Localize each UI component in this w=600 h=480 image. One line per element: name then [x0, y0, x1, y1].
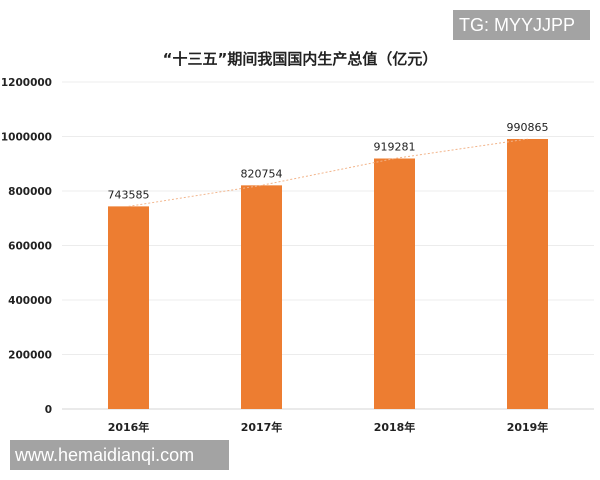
y-tick-label: 1000000 — [1, 132, 52, 144]
x-tick-label: 2018年 — [374, 420, 416, 434]
y-tick-label: 800000 — [8, 186, 52, 198]
bar — [507, 138, 548, 409]
data-label: 743585 — [108, 188, 150, 201]
y-tick-label: 400000 — [8, 295, 52, 307]
bar — [374, 158, 415, 409]
data-label: 820754 — [241, 167, 283, 180]
y-tick-label: 600000 — [8, 241, 52, 253]
x-tick-label: 2017年 — [241, 420, 283, 434]
data-label: 919281 — [374, 140, 416, 153]
bar — [241, 185, 282, 409]
chart-title: “十三五”期间我国国内生产总值（亿元） — [163, 50, 438, 68]
x-tick-label: 2016年 — [108, 420, 150, 434]
bar — [108, 206, 149, 409]
watermark-top: TG: MYYJJPP — [453, 10, 590, 40]
y-tick-label: 0 — [45, 404, 52, 416]
watermark-url: www.hemaidianqi.com — [10, 440, 229, 470]
y-tick-label: 200000 — [8, 350, 52, 362]
x-tick-label: 2019年 — [507, 420, 549, 434]
trend-line — [128, 138, 528, 207]
data-label: 990865 — [507, 121, 549, 134]
y-tick-label: 1200000 — [1, 77, 52, 89]
